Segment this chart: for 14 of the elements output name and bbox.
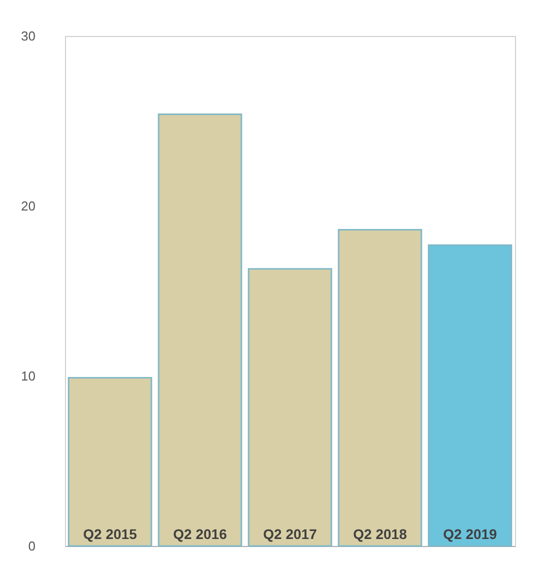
x-tick-label: Q2 2019 (443, 526, 498, 542)
bar (68, 376, 152, 547)
y-tick-label: 10 (21, 368, 36, 384)
bar (428, 244, 512, 547)
y-tick-label: 0 (28, 538, 36, 554)
x-tick-label: Q2 2017 (263, 526, 318, 542)
y-tick-label: 30 (21, 28, 36, 44)
bar (158, 113, 242, 547)
y-tick-label: 20 (21, 198, 36, 214)
x-tick-label: Q2 2015 (83, 526, 138, 542)
bar (338, 229, 422, 547)
x-tick-label: Q2 2018 (353, 526, 408, 542)
x-tick-label: Q2 2016 (173, 526, 228, 542)
bar (248, 268, 332, 547)
